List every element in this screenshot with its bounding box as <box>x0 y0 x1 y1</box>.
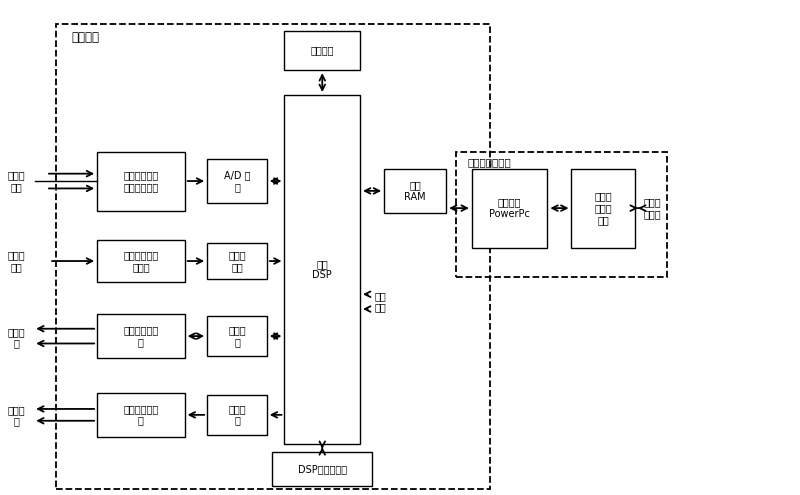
Bar <box>384 169 446 213</box>
Text: 交流量
输入: 交流量 输入 <box>8 170 26 192</box>
Bar <box>207 243 267 280</box>
Text: 开关量输入光
耦隔离: 开关量输入光 耦隔离 <box>123 250 158 272</box>
Text: 闭锁接
点: 闭锁接 点 <box>8 405 26 427</box>
Text: 对时
输入: 对时 输入 <box>374 291 386 312</box>
Text: 双百兆
以太网
接口: 双百兆 以太网 接口 <box>594 192 612 225</box>
Text: 通信功能
PowerPc: 通信功能 PowerPc <box>489 198 530 219</box>
Text: 闭锁控
制: 闭锁控 制 <box>228 404 246 426</box>
Bar <box>207 395 267 435</box>
Text: 测控模块: 测控模块 <box>71 31 99 44</box>
Bar <box>97 314 185 358</box>
Bar <box>207 316 267 356</box>
Text: 双百兆
以太网: 双百兆 以太网 <box>643 198 661 219</box>
Bar <box>97 393 185 437</box>
Bar <box>285 31 360 70</box>
Bar <box>273 452 372 486</box>
Text: 状态量
信号: 状态量 信号 <box>8 250 26 272</box>
Bar <box>472 169 547 248</box>
Text: 遥控出
口: 遥控出 口 <box>8 327 26 348</box>
Text: 测控
DSP: 测控 DSP <box>312 259 332 281</box>
Text: 双口
RAM: 双口 RAM <box>404 180 426 201</box>
Text: 模拟量隔离变
换、滤波驱动: 模拟量隔离变 换、滤波驱动 <box>123 170 158 192</box>
Text: DSP片外存储器: DSP片外存储器 <box>298 464 347 474</box>
Bar <box>207 159 267 203</box>
Bar <box>55 24 490 489</box>
Bar <box>456 151 667 277</box>
Text: 遥控继电器输
出: 遥控继电器输 出 <box>123 325 158 347</box>
Bar <box>571 169 635 248</box>
Bar <box>97 151 185 210</box>
Text: 遥控控
制: 遥控控 制 <box>228 325 246 347</box>
Text: 闭锁继电器输
出: 闭锁继电器输 出 <box>123 404 158 426</box>
Text: 人机接口: 人机接口 <box>310 46 334 55</box>
Bar <box>285 95 360 445</box>
Text: 开关量
输入: 开关量 输入 <box>228 250 246 272</box>
Bar <box>97 240 185 282</box>
Text: A/D 转
换: A/D 转 换 <box>224 170 250 192</box>
Text: 以太网通信模块: 以太网通信模块 <box>468 157 511 167</box>
